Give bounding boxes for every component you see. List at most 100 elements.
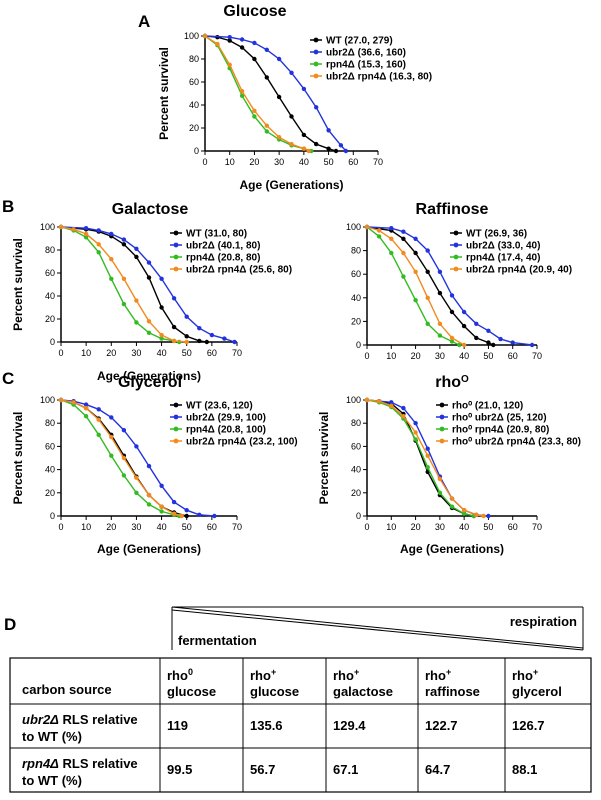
- row-ubr2-value-5: 126.7: [512, 718, 545, 733]
- data-point: [264, 123, 269, 128]
- row-rpn4-value-4: 64.7: [425, 762, 450, 777]
- y-tick-label: 0: [194, 146, 199, 156]
- data-point: [197, 326, 202, 331]
- data-point: [413, 236, 418, 241]
- data-point: [481, 513, 486, 519]
- data-point: [121, 455, 127, 461]
- data-point: [389, 400, 394, 405]
- legend-marker: [173, 254, 179, 260]
- data-point: [184, 508, 189, 513]
- legend-entry: ubr2Δ rpn4Δ (23.2, 100): [170, 437, 298, 448]
- data-point: [449, 293, 455, 298]
- series-rho-ubr2-rpn4-23-3-80: [364, 397, 486, 519]
- data-point: [457, 342, 462, 348]
- x-tick-label: 70: [532, 522, 542, 532]
- x-tick-label: 20: [411, 351, 421, 361]
- data-point: [401, 229, 406, 234]
- data-point: [364, 397, 370, 403]
- x-tick-label: 70: [232, 522, 242, 532]
- data-point: [134, 444, 139, 449]
- data-point: [314, 141, 319, 147]
- data-point: [239, 89, 245, 94]
- data-point: [252, 108, 257, 114]
- y-tick-label: 40: [351, 293, 361, 303]
- data-point: [413, 298, 418, 303]
- y-axis-label: Percent survival: [11, 238, 25, 331]
- data-point: [389, 236, 394, 241]
- data-point: [264, 75, 269, 80]
- data-point: [109, 453, 114, 458]
- data-point: [449, 496, 455, 501]
- header-carbon-source: carbon source: [22, 682, 112, 697]
- legend-entry: ubr2Δ rpn4Δ (16.3, 80): [310, 72, 432, 83]
- y-tick-label: 80: [351, 418, 361, 428]
- data-point: [376, 234, 382, 239]
- data-point: [159, 509, 164, 514]
- y-tick-label: 20: [351, 316, 361, 326]
- data-point: [83, 235, 89, 240]
- data-point: [510, 340, 515, 345]
- data-point: [413, 250, 418, 256]
- y-axis-label: Percent survival: [11, 412, 25, 505]
- data-point: [461, 323, 467, 329]
- y-tick-label: 80: [189, 54, 199, 64]
- data-point: [146, 330, 152, 335]
- legend-label: ubr2Δ (40.1, 80): [186, 241, 260, 252]
- data-point: [425, 248, 430, 253]
- data-point: [179, 513, 184, 519]
- y-axis-label: Percent survival: [317, 412, 331, 505]
- data-point: [301, 146, 307, 151]
- legend-entry: rho⁰ ubr2Δ (25, 120): [436, 413, 547, 424]
- data-point: [227, 38, 232, 43]
- data-point: [202, 33, 208, 39]
- x-tick-label: 60: [508, 522, 518, 532]
- y-tick-label: 20: [45, 488, 55, 498]
- legend-marker: [439, 414, 445, 420]
- data-point: [364, 224, 370, 230]
- table-border: [9, 657, 592, 793]
- series-line: [60, 226, 180, 343]
- y-tick-label: 0: [356, 340, 361, 350]
- legend-entry: rpn4Δ (20.8, 100): [170, 425, 266, 436]
- data-point: [232, 339, 237, 345]
- x-tick-label: 60: [207, 522, 217, 532]
- data-point: [121, 242, 127, 247]
- data-point: [413, 269, 418, 274]
- x-tick-label: 40: [157, 522, 167, 532]
- legend-label: WT (23.6, 120): [186, 401, 253, 412]
- rls-table: carbon source rho0 glucose rho+ glucose …: [9, 657, 592, 793]
- y-tick-label: 60: [351, 269, 361, 279]
- x-tick-label: 10: [225, 157, 235, 167]
- legend-entry: rpn4Δ (15.3, 160): [310, 60, 406, 71]
- data-point: [239, 45, 245, 50]
- y-tick-label: 100: [40, 222, 55, 232]
- x-tick-label: 40: [299, 157, 309, 167]
- x-tick-label: 50: [182, 522, 192, 532]
- data-point: [401, 414, 406, 419]
- data-point: [425, 446, 430, 451]
- legend-marker: [173, 414, 179, 420]
- x-tick-label: 20: [411, 522, 421, 532]
- x-tick-label: 20: [106, 348, 116, 358]
- header-col-1-sub: glucose: [167, 684, 216, 699]
- data-point: [197, 338, 202, 344]
- x-tick-label: 0: [58, 522, 63, 532]
- legend-entry: rpn4Δ (20.8, 80): [170, 253, 260, 264]
- data-point: [134, 320, 139, 325]
- legend-label: ubr2Δ rpn4Δ (23.2, 100): [186, 437, 298, 448]
- row-rpn4-value-1: 99.5: [167, 762, 192, 777]
- respiration-label: respiration: [510, 614, 577, 629]
- chart-title: Glycerol: [118, 374, 182, 391]
- legend-label: WT (26.9, 36): [466, 229, 527, 240]
- header-col-5-sub: glycerol: [512, 684, 562, 699]
- data-point: [437, 476, 443, 482]
- legend-label: rho⁰ (21.0, 120): [452, 401, 523, 412]
- legend-entry: WT (27.0, 279): [310, 36, 393, 47]
- y-tick-label: 80: [45, 418, 55, 428]
- data-point: [239, 37, 245, 42]
- series-ubr2-33-0-40: [364, 224, 535, 348]
- data-point: [449, 335, 455, 341]
- panel-letter-a: A: [138, 12, 150, 31]
- header-col-4: rho+: [425, 667, 451, 683]
